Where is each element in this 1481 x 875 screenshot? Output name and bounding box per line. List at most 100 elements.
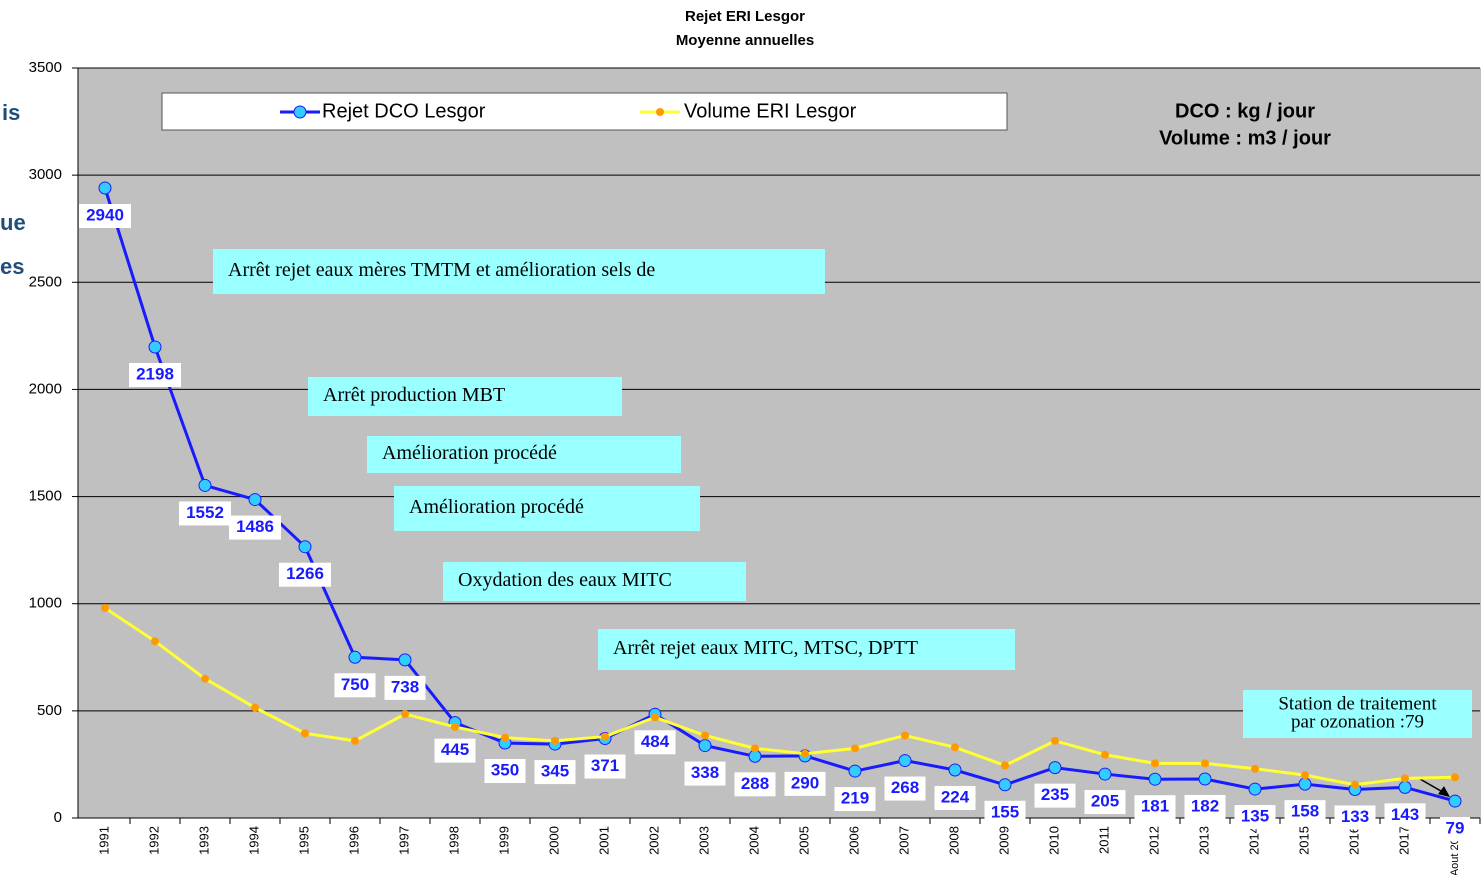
marker bbox=[1198, 772, 1212, 786]
marker bbox=[848, 764, 862, 778]
marker bbox=[98, 181, 112, 195]
data-label: 158 bbox=[1291, 802, 1319, 821]
marker bbox=[898, 754, 912, 768]
data-label-box bbox=[684, 761, 726, 786]
annotation-box bbox=[1243, 690, 1472, 738]
marker bbox=[1101, 750, 1109, 759]
data-label: 371 bbox=[591, 756, 619, 775]
marker bbox=[148, 340, 162, 354]
annotation-box bbox=[598, 629, 1015, 670]
annotation: Arrêt rejet eaux MITC, MTSC, DPTT bbox=[613, 637, 918, 659]
data-label-box bbox=[1034, 783, 1076, 808]
annotation: Arrêt production MBT bbox=[323, 384, 505, 406]
x-tick-label: 1997 bbox=[396, 826, 411, 855]
annotation: Arrêt rejet eaux mères TMTM et améliorat… bbox=[228, 259, 655, 281]
fragment: is bbox=[2, 100, 20, 125]
series-line bbox=[103, 187, 1456, 803]
data-label: 79 bbox=[1446, 819, 1465, 838]
marker bbox=[348, 650, 362, 664]
marker bbox=[1351, 780, 1359, 789]
chart-subtitle: Moyenne annuelles bbox=[676, 32, 814, 49]
data-label: 143 bbox=[1391, 805, 1419, 824]
unit-label: DCO : kg / jour bbox=[1175, 100, 1315, 122]
data-label: 350 bbox=[491, 760, 519, 779]
legend-marker bbox=[293, 105, 307, 119]
annotation: Amélioration procédé bbox=[409, 496, 584, 518]
data-label-box bbox=[179, 501, 231, 526]
chart-title: Rejet ERI Lesgor bbox=[685, 8, 805, 25]
annotation: Station de traitement bbox=[1278, 693, 1437, 714]
x-tick-label: 2015 bbox=[1296, 826, 1311, 855]
marker bbox=[501, 733, 509, 742]
marker bbox=[401, 710, 409, 719]
data-label-box bbox=[1184, 795, 1226, 819]
data-label: 2940 bbox=[86, 205, 124, 224]
marker bbox=[1398, 780, 1412, 794]
x-tick-label: 2010 bbox=[1046, 826, 1061, 855]
data-label: 290 bbox=[791, 773, 819, 792]
marker bbox=[1301, 771, 1309, 780]
data-label: 181 bbox=[1141, 797, 1169, 816]
data-label-box bbox=[1384, 803, 1426, 828]
marker bbox=[1298, 777, 1312, 791]
data-label-box bbox=[129, 363, 181, 387]
marker bbox=[201, 674, 209, 683]
marker bbox=[948, 763, 962, 777]
x-tick-label: 1995 bbox=[296, 826, 311, 855]
marker bbox=[1251, 764, 1259, 773]
x-tick-label: 2009 bbox=[996, 826, 1011, 855]
data-label-box bbox=[834, 787, 876, 812]
data-label-box bbox=[384, 675, 426, 700]
x-tick-label: 2008 bbox=[946, 826, 961, 855]
fragment: es bbox=[0, 254, 24, 279]
x-tick-label: 1996 bbox=[346, 826, 361, 855]
marker bbox=[1448, 794, 1462, 808]
data-label-box bbox=[434, 738, 476, 763]
data-label: 338 bbox=[691, 763, 719, 782]
x-tick-label: 2003 bbox=[696, 826, 711, 855]
marker bbox=[1151, 759, 1159, 768]
data-label: 484 bbox=[641, 732, 670, 751]
annotation-box bbox=[443, 562, 746, 601]
data-label-box bbox=[934, 786, 976, 810]
data-label: 219 bbox=[841, 789, 869, 808]
data-label-box bbox=[784, 771, 826, 796]
data-label: 135 bbox=[1241, 807, 1269, 826]
data-label-box bbox=[229, 515, 281, 540]
marker bbox=[901, 731, 909, 740]
marker bbox=[851, 744, 859, 753]
data-label-box bbox=[1284, 800, 1326, 825]
marker bbox=[451, 722, 459, 731]
annotation: Oxydation des eaux MITC bbox=[458, 569, 672, 591]
x-tick-label: 1998 bbox=[446, 826, 461, 855]
marker bbox=[1248, 782, 1262, 796]
data-label-box bbox=[1334, 805, 1376, 830]
x-tick-label: 2005 bbox=[796, 826, 811, 855]
data-label: 1552 bbox=[186, 503, 224, 522]
y-tick-label: 1500 bbox=[29, 488, 62, 505]
data-label-box bbox=[734, 772, 776, 797]
data-label: 235 bbox=[1041, 785, 1069, 804]
data-label: 133 bbox=[1341, 807, 1369, 826]
data-label: 205 bbox=[1091, 792, 1119, 811]
annotation: par ozonation :79 bbox=[1291, 711, 1424, 732]
y-tick-label: 500 bbox=[37, 702, 62, 719]
data-label-box bbox=[884, 776, 926, 801]
x-tick-label: 2011 bbox=[1096, 826, 1111, 854]
x-tick-label: 2002 bbox=[646, 826, 661, 855]
marker bbox=[1098, 767, 1112, 781]
annotation-box bbox=[213, 249, 825, 294]
data-label: 1486 bbox=[236, 517, 274, 536]
x-tick-label: 2004 bbox=[746, 826, 761, 855]
y-tick-label: 1000 bbox=[29, 595, 62, 612]
data-label-box bbox=[79, 204, 131, 228]
data-label-box bbox=[334, 673, 376, 698]
data-label-box bbox=[584, 754, 626, 779]
marker bbox=[198, 478, 212, 492]
y-tick-label: 3000 bbox=[29, 166, 62, 183]
x-tick-label: 2013 bbox=[1196, 826, 1211, 855]
data-label: 750 bbox=[341, 675, 369, 694]
marker bbox=[1051, 736, 1059, 745]
